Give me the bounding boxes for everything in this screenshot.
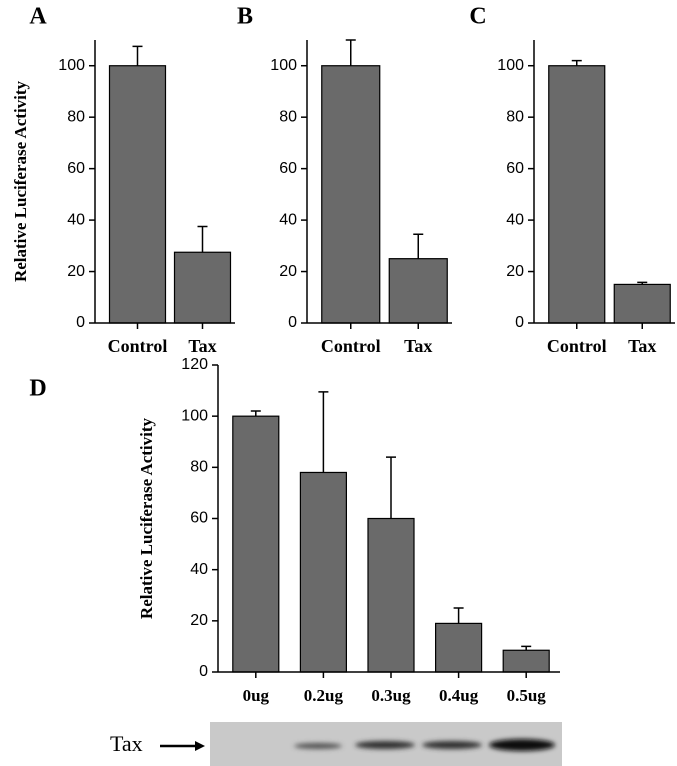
error-bar	[133, 46, 143, 65]
y-tick-label: 40	[190, 561, 208, 578]
blot-band	[355, 741, 415, 749]
error-bar	[572, 61, 582, 66]
y-tick-label: 100	[270, 57, 297, 74]
y-tick-label: 0	[199, 663, 208, 680]
y-tick-label: 40	[279, 211, 297, 228]
x-tick-label: Tax	[404, 336, 432, 356]
bar	[368, 519, 414, 673]
x-tick-label: 0.2ug	[304, 686, 344, 705]
x-tick-label: 0.3ug	[371, 686, 411, 705]
error-bar	[251, 411, 261, 416]
y-tick-label: 40	[67, 211, 85, 228]
y-tick-label: 100	[58, 57, 85, 74]
figure: Tax A Relative Luciferase Activity 0 20 40 60…	[0, 0, 677, 766]
y-tick-label: 40	[506, 211, 524, 228]
western-blot	[210, 722, 562, 766]
blot-band	[489, 739, 555, 751]
blot-band	[422, 741, 482, 749]
y-tick-label: 0	[515, 314, 524, 331]
x-tick-label: Control	[108, 336, 168, 356]
x-tick-label: Control	[547, 336, 607, 356]
y-tick-label: 20	[279, 263, 297, 280]
bar	[389, 259, 447, 323]
panel-label: A	[29, 4, 47, 30]
y-axis-title: Relative Luciferase Activity	[11, 80, 30, 282]
x-tick-label: Tax	[628, 336, 656, 356]
y-tick-label: 60	[67, 160, 85, 177]
y-axis-title: Relative Luciferase Activity	[137, 417, 156, 619]
x-tick-label: Tax	[188, 336, 216, 356]
error-bar	[413, 234, 423, 258]
bar	[503, 650, 549, 672]
error-bar	[346, 40, 356, 66]
bar	[549, 66, 605, 323]
x-tick-label: 0.4ug	[439, 686, 479, 705]
x-tick-label: Control	[321, 336, 381, 356]
error-bar	[198, 227, 208, 253]
arrow-head	[195, 741, 205, 751]
x-tick-label: 0ug	[243, 686, 270, 705]
error-bar	[318, 392, 328, 473]
blot-band	[294, 743, 342, 749]
y-tick-label: 120	[181, 356, 208, 373]
panel-label: C	[469, 4, 486, 30]
y-tick-label: 20	[67, 263, 85, 280]
panel-label: D	[29, 376, 46, 402]
y-tick-label: 0	[76, 314, 85, 331]
bar	[300, 472, 346, 672]
y-tick-label: 100	[497, 57, 524, 74]
y-tick-label: 80	[279, 108, 297, 125]
error-bar	[454, 608, 464, 623]
y-tick-label: 20	[190, 612, 208, 629]
bar	[614, 284, 670, 323]
y-tick-label: 80	[506, 108, 524, 125]
y-tick-label: 80	[190, 459, 208, 476]
bar	[233, 416, 279, 672]
error-bar	[386, 457, 396, 518]
y-tick-label: 60	[279, 160, 297, 177]
bar	[436, 623, 482, 672]
bar	[175, 252, 231, 323]
y-tick-label: 60	[190, 510, 208, 527]
y-tick-label: 60	[506, 160, 524, 177]
y-tick-label: 0	[288, 314, 297, 331]
blot-label: Tax	[110, 731, 143, 756]
y-tick-label: 100	[181, 407, 208, 424]
x-tick-label: 0.5ug	[507, 686, 547, 705]
y-tick-label: 80	[67, 108, 85, 125]
y-tick-label: 20	[506, 263, 524, 280]
panel-label: B	[237, 4, 253, 30]
bar	[110, 66, 166, 323]
bar	[322, 66, 380, 323]
